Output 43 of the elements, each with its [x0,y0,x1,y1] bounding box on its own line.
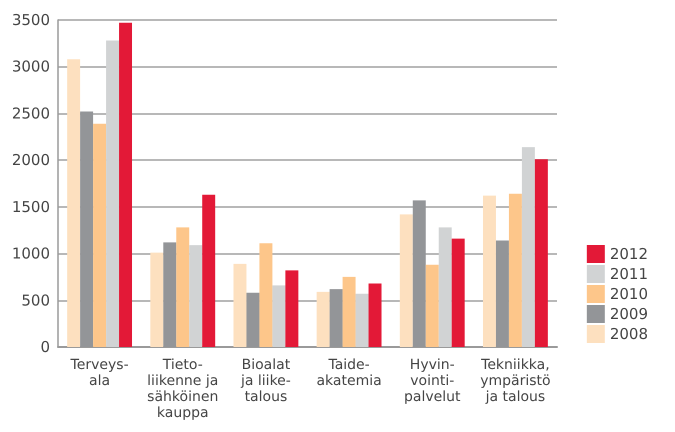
bar [452,238,465,347]
legend-label: 2010 [610,285,648,303]
x-tick-label: Hyvin- vointi- palvelut [404,357,462,405]
x-tick-label: Tekniikka, ympäristö ja talous [480,357,551,405]
bar [400,214,413,347]
bar [438,227,452,347]
legend-label: 2011 [610,265,648,283]
bar [176,227,190,347]
bar [119,22,132,347]
legend-label: 2009 [610,305,648,323]
x-tick-label: Taide- akatemia [316,357,382,389]
y-tick-label: 0 [40,338,50,356]
bar [150,252,164,347]
bar [522,147,535,347]
y-tick-label: 1000 [12,244,50,263]
bar [316,292,330,347]
legend-label: 2008 [610,325,648,343]
y-tick-label: 2500 [12,104,50,122]
legend-label: 2012 [610,245,648,263]
bar [508,194,522,347]
bar [67,59,80,347]
bar [482,196,496,347]
bar [534,159,548,347]
y-tick-label: 500 [21,291,50,310]
x-tick-label: Bioalat ja liike- talous [240,357,291,405]
y-tick-label: 2000 [12,151,50,170]
bar [259,243,272,347]
y-tick-label: 1500 [12,198,50,216]
bar [233,264,246,347]
x-tick-label: Tieto- liikenne ja sähköinen kauppa [147,357,218,421]
bar [202,194,216,347]
bar [368,283,382,347]
bar [426,264,439,347]
bar [285,270,298,347]
bar [93,124,106,347]
x-tick-label: Terveys- ala [70,357,129,389]
bar [272,285,286,347]
bar [342,276,356,347]
bar [106,40,120,347]
y-tick-label: 3500 [12,11,50,29]
y-tick-label: 3000 [12,58,50,76]
bar [189,245,202,347]
bar [356,294,369,347]
